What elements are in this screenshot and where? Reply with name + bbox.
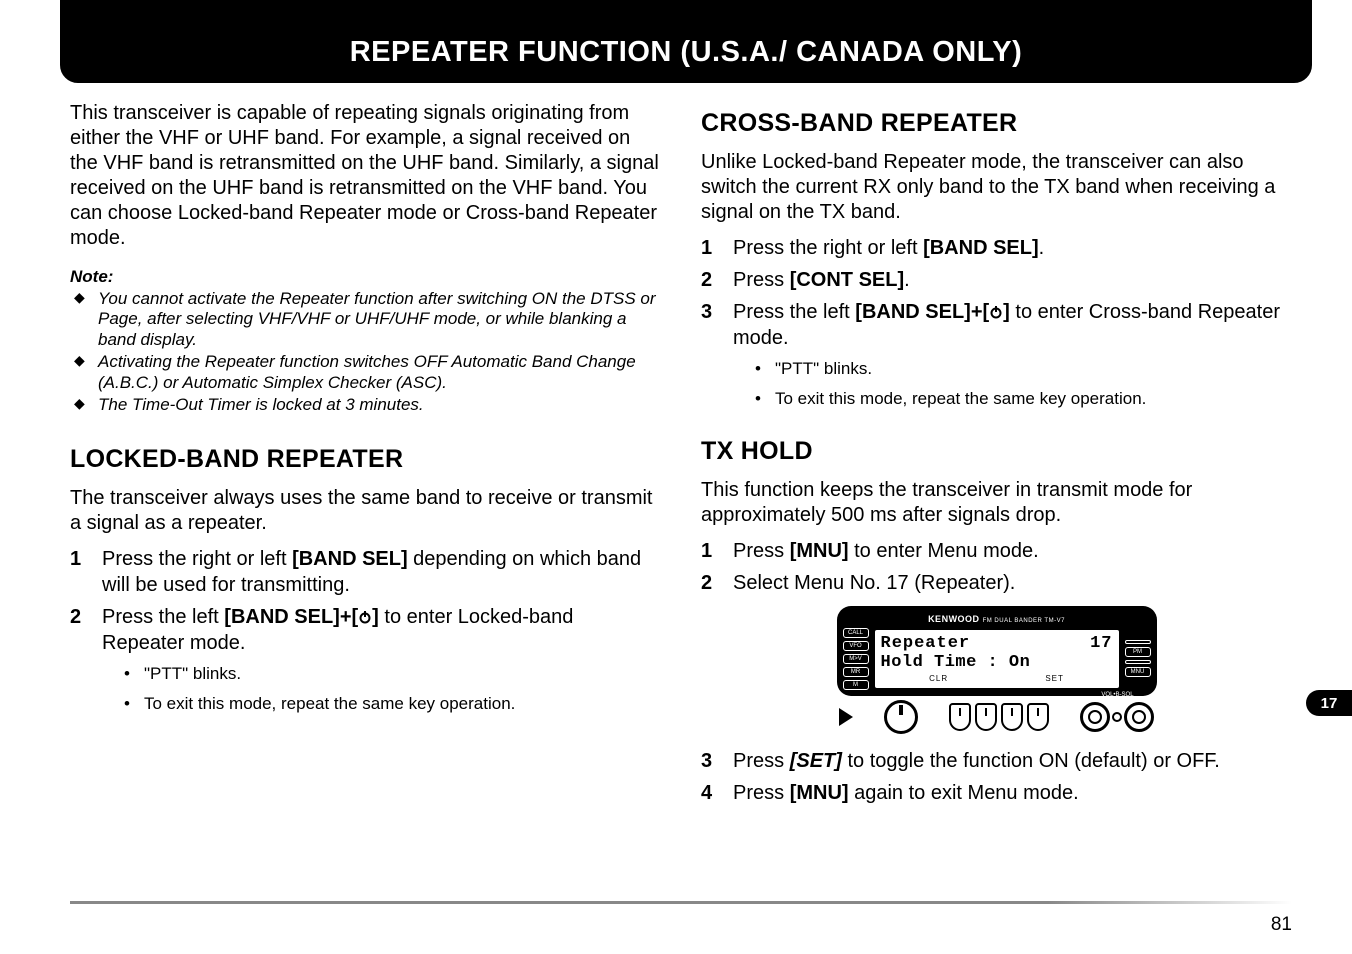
knob-icon	[975, 703, 997, 731]
step-text: Press [MNU] again to exit Menu mode.	[733, 782, 1079, 804]
step-number: 3	[701, 299, 712, 325]
sub-item: "PTT" blinks.	[120, 662, 661, 686]
locked-band-heading: LOCKED-BAND REPEATER	[70, 445, 661, 474]
knob-icon	[1112, 712, 1122, 722]
page-number: 81	[1271, 914, 1292, 936]
device-button: PM	[1125, 647, 1151, 657]
tx-hold-intro: This function keeps the transceiver in t…	[701, 478, 1292, 528]
step-text: Press the right or left [BAND SEL].	[733, 237, 1044, 259]
device-button	[1125, 640, 1151, 644]
note-heading: Note:	[70, 267, 661, 287]
page-header: REPEATER FUNCTION (U.S.A./ CANADA ONLY)	[60, 0, 1312, 83]
tx-hold-steps-continued: 3 Press [SET] to toggle the function ON …	[701, 748, 1292, 806]
device-right-buttons: PM MNU	[1125, 628, 1151, 690]
device-button: VFO	[843, 641, 869, 651]
screen-soft-labels: CLR SET	[881, 674, 1113, 683]
device-button	[1125, 660, 1151, 664]
knob-icon	[1124, 702, 1154, 732]
step-number: 2	[701, 570, 712, 596]
note-item: The Time-Out Timer is locked at 3 minute…	[70, 395, 661, 415]
step-text: Press [SET] to toggle the function ON (d…	[733, 750, 1220, 772]
page-title: REPEATER FUNCTION (U.S.A./ CANADA ONLY)	[62, 32, 1310, 81]
header-top-strip	[62, 2, 1310, 32]
step-text: Press the right or left [BAND SEL] depen…	[102, 548, 641, 596]
tx-hold-steps: 1 Press [MNU] to enter Menu mode. 2 Sele…	[701, 538, 1292, 596]
tuning-knob-icon	[884, 700, 918, 734]
cross-band-heading: CROSS-BAND REPEATER	[701, 109, 1292, 138]
footer-rule	[70, 901, 1292, 904]
step-number: 2	[70, 604, 81, 630]
step-number: 4	[701, 780, 712, 806]
device-body: KENWOOD FM DUAL BANDER TM-V7 CALL VFO M>…	[837, 606, 1157, 696]
step-item: 3 Press the left [BAND SEL]+[] to enter …	[701, 299, 1292, 411]
device-button: M	[843, 680, 869, 690]
device-brand-label: KENWOOD FM DUAL BANDER TM-V7	[843, 614, 1151, 624]
sub-list: "PTT" blinks. To exit this mode, repeat …	[733, 357, 1292, 411]
step-item: 1 Press the right or left [BAND SEL].	[701, 235, 1292, 261]
power-icon	[358, 610, 372, 624]
step-item: 1 Press [MNU] to enter Menu mode.	[701, 538, 1292, 564]
device-button: MNU	[1125, 667, 1151, 677]
small-knobs	[949, 703, 1049, 731]
volume-knobs: VOL•B-SQL	[1080, 702, 1154, 732]
step-number: 1	[701, 235, 712, 261]
sub-list: "PTT" blinks. To exit this mode, repeat …	[102, 662, 661, 716]
sub-item: To exit this mode, repeat the same key o…	[120, 692, 661, 716]
locked-band-steps: 1 Press the right or left [BAND SEL] dep…	[70, 546, 661, 716]
device-button: CALL	[843, 628, 869, 638]
note-list: You cannot activate the Repeater functio…	[70, 289, 661, 415]
intro-paragraph: This transceiver is capable of repeating…	[70, 101, 661, 251]
step-item: 3 Press [SET] to toggle the function ON …	[701, 748, 1292, 774]
step-text: Press the left [BAND SEL]+[] to enter Cr…	[733, 301, 1280, 349]
step-text: Press [CONT SEL].	[733, 269, 910, 291]
device-screen: Repeater 17 Hold Time : On CLR SET	[873, 628, 1121, 690]
step-item: 2 Press [CONT SEL].	[701, 267, 1292, 293]
knob-icon	[1027, 703, 1049, 731]
vol-label: VOL•B-SQL	[1101, 692, 1133, 698]
tx-hold-heading: TX HOLD	[701, 437, 1292, 466]
knob-icon	[1080, 702, 1110, 732]
cross-band-steps: 1 Press the right or left [BAND SEL]. 2 …	[701, 235, 1292, 411]
device-button: MR	[843, 667, 869, 677]
device-button: M>V	[843, 654, 869, 664]
triangle-icon	[839, 708, 853, 726]
sub-item: To exit this mode, repeat the same key o…	[751, 387, 1292, 411]
step-item: 2 Select Menu No. 17 (Repeater).	[701, 570, 1292, 596]
note-item: Activating the Repeater function switche…	[70, 352, 661, 393]
left-column: This transceiver is capable of repeating…	[70, 101, 661, 812]
device-left-buttons: CALL VFO M>V MR M	[843, 628, 869, 690]
knob-icon	[949, 703, 971, 731]
screen-line-1: Repeater 17	[881, 634, 1113, 653]
step-text: Select Menu No. 17 (Repeater).	[733, 572, 1015, 594]
step-text: Press the left [BAND SEL]+[] to enter Lo…	[102, 606, 573, 654]
step-item: 2 Press the left [BAND SEL]+[] to enter …	[70, 604, 661, 716]
note-item: You cannot activate the Repeater functio…	[70, 289, 661, 350]
content-columns: This transceiver is capable of repeating…	[0, 101, 1352, 812]
sub-item: "PTT" blinks.	[751, 357, 1292, 381]
knob-icon	[1001, 703, 1023, 731]
locked-band-intro: The transceiver always uses the same ban…	[70, 486, 661, 536]
step-item: 4 Press [MNU] again to exit Menu mode.	[701, 780, 1292, 806]
right-column: CROSS-BAND REPEATER Unlike Locked-band R…	[701, 101, 1292, 812]
step-number: 1	[701, 538, 712, 564]
chapter-tab: 17	[1306, 690, 1352, 716]
step-text: Press [MNU] to enter Menu mode.	[733, 540, 1039, 562]
device-illustration: KENWOOD FM DUAL BANDER TM-V7 CALL VFO M>…	[837, 606, 1157, 734]
step-number: 3	[701, 748, 712, 774]
step-number: 1	[70, 546, 81, 572]
power-icon	[989, 305, 1003, 319]
screen-line-2: Hold Time : On	[881, 653, 1113, 672]
step-item: 1 Press the right or left [BAND SEL] dep…	[70, 546, 661, 598]
cross-band-intro: Unlike Locked-band Repeater mode, the tr…	[701, 150, 1292, 225]
device-knob-row: VOL•B-SQL	[837, 700, 1157, 734]
step-number: 2	[701, 267, 712, 293]
